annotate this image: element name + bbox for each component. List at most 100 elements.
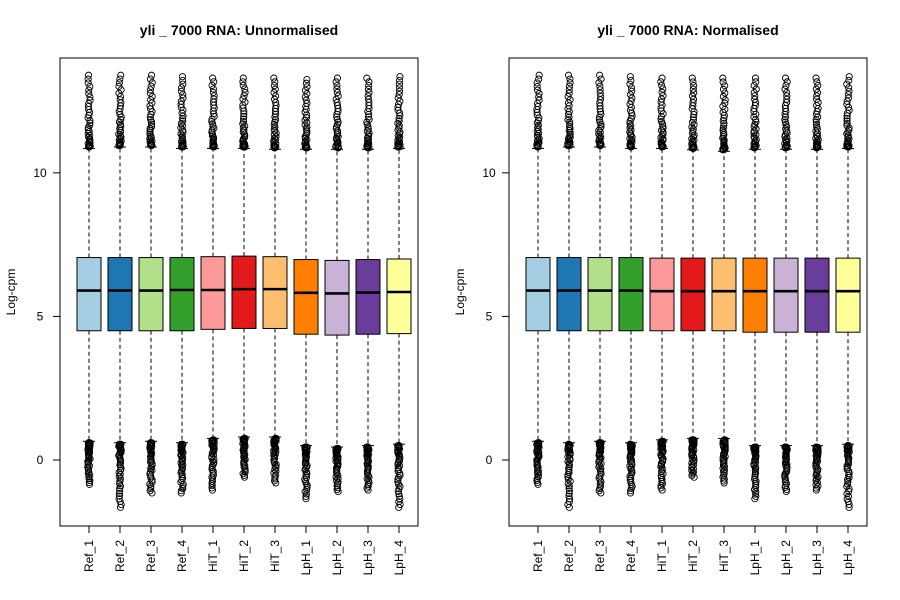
box-ref-4 xyxy=(619,258,643,331)
outlier-point xyxy=(813,86,819,92)
x-tick-label: LpH_2 xyxy=(779,540,793,576)
x-tick-label: Ref_4 xyxy=(624,540,638,572)
x-tick-label: LpH_1 xyxy=(748,540,762,576)
x-tick-label: HiT_2 xyxy=(237,540,251,572)
outlier-point xyxy=(87,83,93,89)
outlier-point xyxy=(813,128,819,134)
outlier-point xyxy=(240,75,246,81)
box-hit-1 xyxy=(650,258,674,331)
outlier-point xyxy=(752,75,758,81)
outlier-point xyxy=(783,82,789,88)
y-tick-label: 0 xyxy=(37,453,44,467)
box-lph-1 xyxy=(743,258,767,332)
x-tick-label: Ref_1 xyxy=(82,540,96,572)
outlier-point xyxy=(658,79,664,85)
x-tick-label: LpH_3 xyxy=(361,540,375,576)
outlier-point xyxy=(271,75,277,81)
outlier-point xyxy=(720,75,726,81)
chart-title: yli _ 7000 RNA: Unnormalised xyxy=(140,22,338,38)
outlier-point xyxy=(534,80,540,86)
x-tick-label: HiT_3 xyxy=(268,540,282,572)
outlier-point xyxy=(272,79,278,85)
box-hit-1 xyxy=(201,257,225,330)
outlier-point xyxy=(334,75,340,81)
outlier-point xyxy=(722,90,728,96)
y-axis-label: Log-cpm xyxy=(4,269,18,316)
x-tick-label: Ref_2 xyxy=(113,540,127,572)
x-tick-label: LpH_2 xyxy=(330,540,344,576)
x-tick-label: LpH_4 xyxy=(392,540,406,576)
box-lph-3 xyxy=(805,258,829,332)
box-hit-3 xyxy=(712,258,736,331)
outlier-point xyxy=(211,79,217,85)
outlier-point xyxy=(210,75,216,81)
box-lph-2 xyxy=(774,258,798,332)
box-ref-2 xyxy=(557,258,581,331)
x-tick-label: HiT_1 xyxy=(206,540,220,572)
y-tick-label: 5 xyxy=(486,309,493,323)
outlier-point xyxy=(273,480,279,486)
box-lph-1 xyxy=(294,260,318,335)
outlier-point xyxy=(536,72,542,78)
outlier-point xyxy=(784,79,790,85)
box-lph-4 xyxy=(836,258,860,332)
outlier-point xyxy=(782,75,788,81)
outlier-point xyxy=(813,75,819,81)
outlier-point xyxy=(846,74,852,80)
box-ref-1 xyxy=(77,258,101,331)
outlier-point xyxy=(598,76,604,82)
chart-title: yli _ 7000 RNA: Normalised xyxy=(597,22,778,38)
x-tick-label: LpH_4 xyxy=(841,540,855,576)
outlier-point xyxy=(659,75,665,81)
outlier-point xyxy=(659,487,665,493)
outlier-point xyxy=(179,74,185,80)
outlier-point xyxy=(333,79,339,85)
x-tick-label: Ref_1 xyxy=(531,540,545,572)
x-tick-label: LpH_3 xyxy=(810,540,824,576)
x-tick-label: LpH_1 xyxy=(299,540,313,576)
outlier-point xyxy=(148,72,154,78)
x-tick-label: Ref_3 xyxy=(144,540,158,572)
outlier-point xyxy=(565,72,571,78)
box-lph-3 xyxy=(356,260,380,335)
y-axis-label: Log-cpm xyxy=(453,269,467,316)
box-ref-3 xyxy=(139,258,163,331)
y-tick-label: 5 xyxy=(37,309,44,323)
box-lph-2 xyxy=(325,260,349,335)
outlier-point xyxy=(85,72,91,78)
outlier-point xyxy=(209,82,215,88)
x-tick-label: Ref_3 xyxy=(593,540,607,572)
box-hit-3 xyxy=(263,257,287,329)
outlier-point xyxy=(147,76,153,82)
outlier-point xyxy=(567,76,573,82)
outlier-point xyxy=(752,496,758,502)
x-tick-label: HiT_3 xyxy=(717,540,731,572)
y-tick-label: 0 xyxy=(486,453,493,467)
box-lph-4 xyxy=(387,259,411,334)
outlier-point xyxy=(397,74,403,80)
box-ref-1 xyxy=(526,258,550,331)
outlier-point xyxy=(118,72,124,78)
outlier-point xyxy=(335,488,341,494)
x-tick-label: Ref_2 xyxy=(562,540,576,572)
y-tick-label: 10 xyxy=(33,166,47,180)
outlier-point xyxy=(597,72,603,78)
y-tick-label: 10 xyxy=(482,166,496,180)
boxplot-panel-unnormalised: yli _ 7000 RNA: Unnormalised Log-cpm 0 5 1… xyxy=(4,22,418,575)
outlier-point xyxy=(365,487,371,493)
x-tick-label: HiT_2 xyxy=(686,540,700,572)
outlier-point xyxy=(627,74,633,80)
outlier-point xyxy=(720,86,726,92)
outlier-point xyxy=(596,80,602,86)
x-tick-label: HiT_1 xyxy=(655,540,669,572)
outlier-point xyxy=(751,82,757,88)
box-hit-2 xyxy=(232,256,256,328)
x-tick-label: Ref_4 xyxy=(175,540,189,572)
boxplot-panel-normalised: yli _ 7000 RNA: Normalised Log-cpm 0 5 10 R… xyxy=(453,22,867,575)
box-ref-2 xyxy=(108,258,132,331)
outlier-point xyxy=(722,83,728,89)
outlier-point xyxy=(844,81,850,87)
outlier-point xyxy=(304,76,310,82)
box-hit-2 xyxy=(681,258,705,331)
box-ref-3 xyxy=(588,258,612,331)
